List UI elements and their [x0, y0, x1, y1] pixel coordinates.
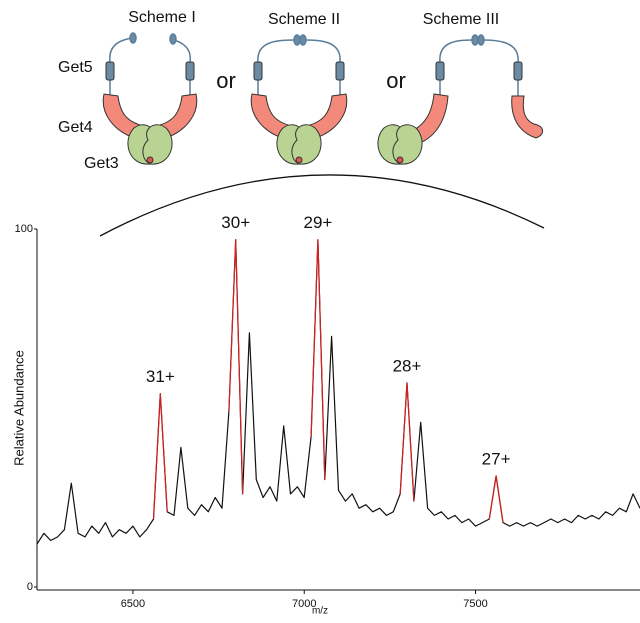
scheme-2	[257, 34, 341, 96]
bracket	[99, 174, 545, 237]
scheme-2-proteins	[250, 61, 348, 165]
charge-label: 29+	[304, 213, 333, 232]
protein-label: Get3	[84, 155, 119, 172]
y-tick-label: 100	[15, 223, 33, 235]
x-tick-label: 6500	[121, 598, 145, 610]
y-tick-label: 0	[27, 581, 33, 593]
x-tick-label: 7500	[463, 598, 487, 610]
protein-label: Get5	[58, 59, 93, 76]
spectrum-line	[152, 239, 504, 523]
scheme-label: Scheme III	[423, 11, 499, 28]
charge-label: 31+	[146, 367, 175, 386]
x-tick-label: 7000	[292, 598, 316, 610]
y-axis-label: Relative Abundance	[11, 350, 26, 466]
connector: or	[216, 68, 236, 93]
charge-label: 30+	[221, 213, 250, 232]
scheme-label: Scheme I	[128, 9, 196, 26]
charge-label: 28+	[393, 356, 422, 375]
scheme-3	[439, 34, 519, 96]
x-axis-label: m/z	[312, 606, 328, 617]
scheme-3-proteins	[377, 61, 543, 165]
scheme-1-proteins	[102, 61, 198, 165]
scheme-1	[109, 32, 191, 96]
protein-label: Get4	[58, 119, 93, 136]
spectrum-line	[36, 239, 640, 545]
charge-label: 27+	[482, 450, 511, 469]
scheme-diagram: Scheme I Scheme II Scheme III Get5 Get4 …	[58, 9, 545, 237]
scheme-label: Scheme II	[268, 11, 340, 28]
connector: or	[386, 68, 406, 93]
